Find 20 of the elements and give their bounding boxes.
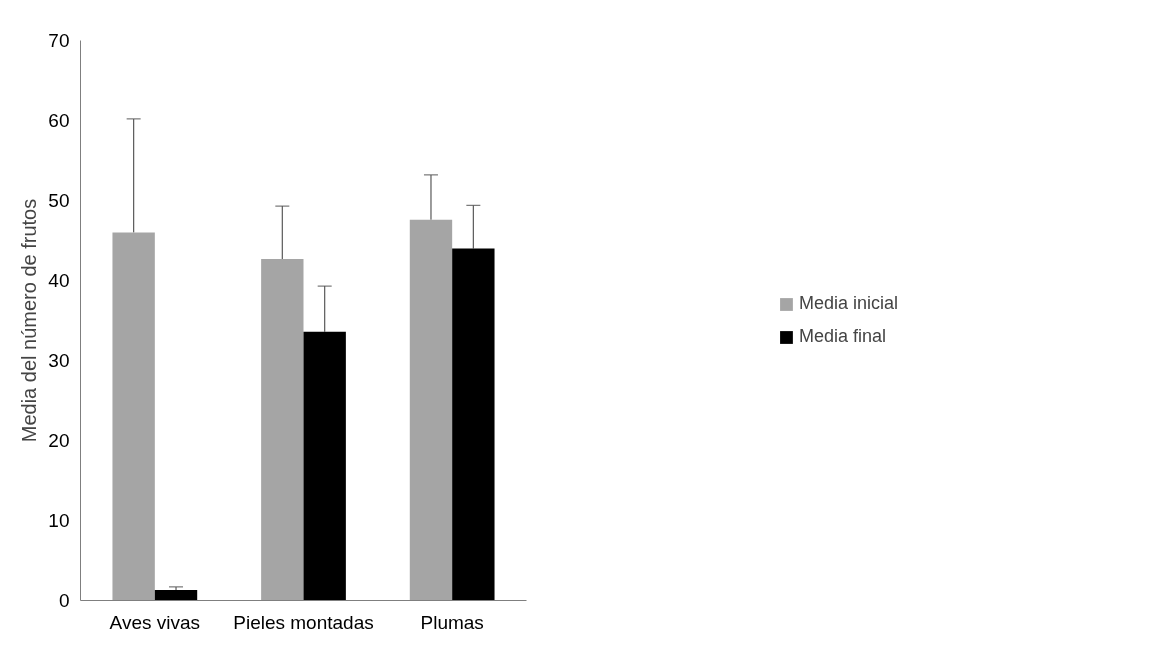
- bar: [452, 248, 495, 601]
- y-tick-label: 10: [48, 510, 70, 531]
- y-tick-label: 60: [48, 110, 70, 131]
- y-tick-label: 50: [48, 190, 70, 211]
- bar: [112, 232, 155, 601]
- x-tick-label: Pieles montadas: [233, 611, 374, 633]
- y-tick-label: 30: [48, 350, 70, 371]
- legend-label: Media final: [798, 326, 887, 347]
- y-axis-title: Media del número de frutos: [18, 198, 41, 443]
- y-tick-label: 40: [48, 270, 70, 291]
- bar: [261, 258, 304, 601]
- y-tick-label: 20: [48, 430, 70, 451]
- legend-label: Media inicial: [798, 293, 899, 314]
- y-tick-label: 0: [58, 590, 70, 611]
- bar: [409, 219, 453, 601]
- x-tick-label: Plumas: [420, 611, 484, 633]
- x-tick-label: Aves vivas: [109, 611, 201, 633]
- bar: [303, 331, 346, 601]
- bar: [154, 590, 198, 601]
- y-tick-label: 70: [48, 30, 70, 51]
